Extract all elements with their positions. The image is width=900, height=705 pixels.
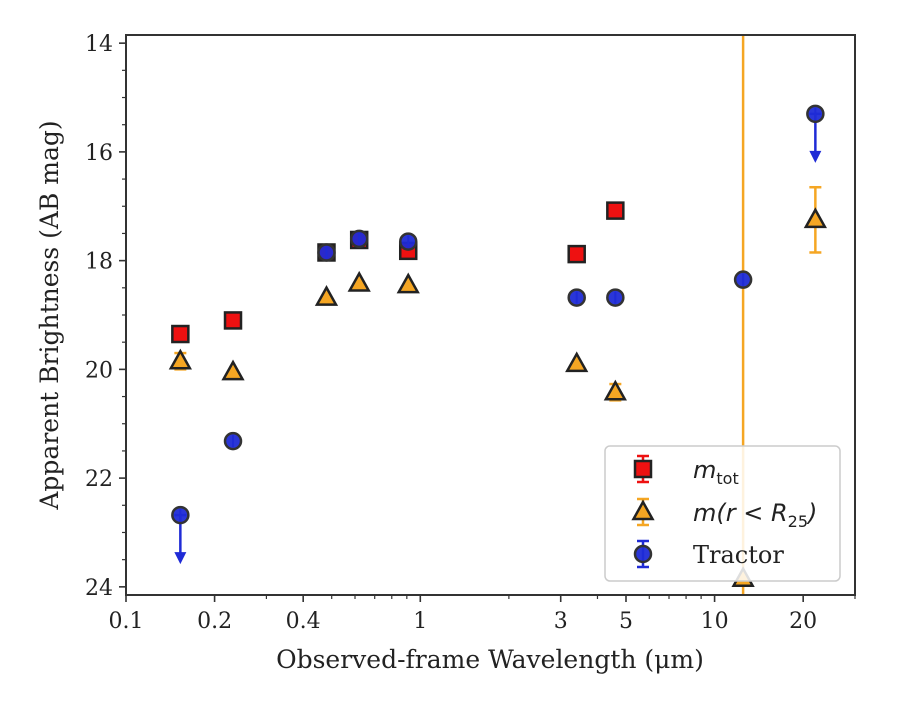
legend-marker — [633, 544, 653, 564]
data-point-mr25 — [603, 379, 627, 401]
data-point-mr25 — [347, 270, 371, 292]
x-tick-label: 10 — [701, 609, 729, 634]
x-tick-label: 0.4 — [286, 609, 321, 634]
legend-entry: m(r < R25) — [631, 497, 817, 531]
data-point-mr25 — [168, 348, 192, 370]
y-tick-label: 22 — [85, 467, 113, 492]
x-tick-label: 0.1 — [109, 609, 144, 634]
data-point-mr25 — [565, 351, 589, 373]
x-tick-label: 1 — [413, 609, 427, 634]
data-point-mtot — [171, 324, 190, 344]
legend-entry: Tractor — [633, 539, 784, 569]
y-tick-label: 18 — [85, 250, 113, 275]
legend: mtot m(r < R25) Tractor — [604, 445, 841, 582]
data-point-mtot — [223, 311, 243, 330]
legend-marker — [633, 459, 653, 479]
upper-limit-arrowhead — [809, 150, 822, 163]
series-mtot — [171, 201, 625, 344]
upper-limit-arrowhead — [174, 552, 187, 565]
x-tick-label: 3 — [554, 609, 568, 634]
x-tick-label: 5 — [619, 609, 633, 634]
legend-label: Tractor — [693, 541, 784, 569]
legend-entry: mtot — [633, 454, 739, 488]
legend-box — [604, 445, 841, 582]
x-tick-label: 20 — [789, 609, 817, 634]
data-point-mr25 — [803, 207, 827, 229]
legend-label: m(r < R25) — [693, 499, 817, 531]
x-axis-label: Observed-frame Wavelength (μm) — [276, 645, 704, 674]
data-point-mtot — [567, 244, 586, 264]
axis-layer: 0.1 0.2 0.4 1 3 5 10 20 14 16 18 20 22 24 — [85, 32, 856, 634]
legend-marker — [631, 499, 655, 521]
y-tick-label: 24 — [85, 576, 113, 601]
legend-label: mtot — [693, 456, 739, 488]
data-point-mr25 — [221, 359, 245, 381]
y-tick-label: 20 — [85, 358, 113, 383]
data-point-mr25 — [396, 272, 420, 294]
data-point-mr25 — [314, 285, 339, 306]
y-tick-label: 14 — [85, 32, 113, 57]
data-point-mtot — [606, 201, 625, 220]
y-axis-label: Apparent Brightness (AB mag) — [35, 120, 64, 510]
series-tractor — [171, 104, 825, 565]
x-tick-label: 0.2 — [197, 609, 232, 634]
y-tick-label: 16 — [85, 141, 113, 166]
